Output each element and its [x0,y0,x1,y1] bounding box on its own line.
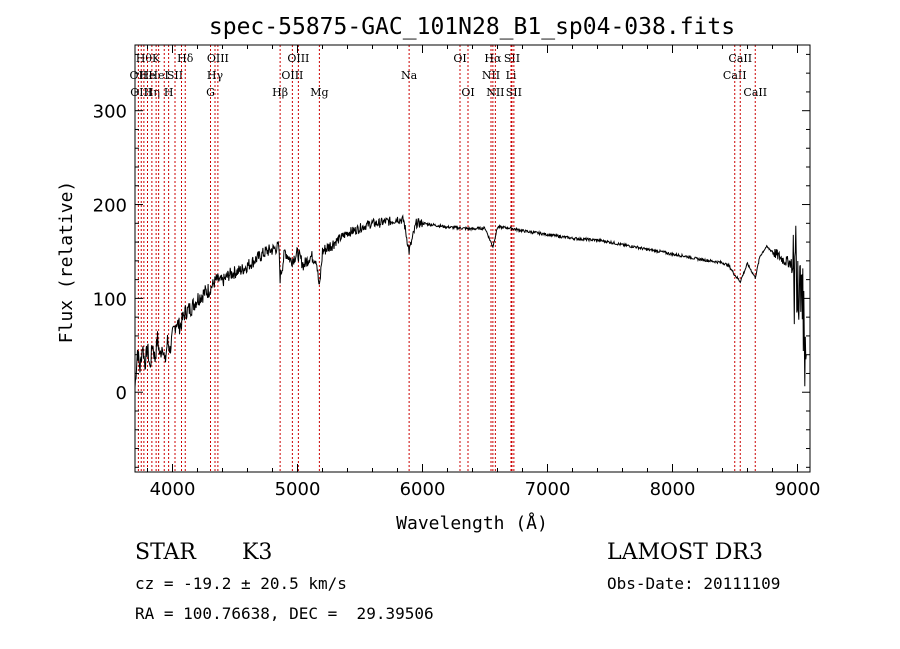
line-label-18: Mg [310,86,328,99]
chart-title: spec-55875-GAC_101N28_B1_sp04-038.fits [209,14,735,40]
coordinates: RA = 100.76638, DEC = 29.39506 [135,604,434,623]
y-axis-label: Flux (relative) [56,181,77,344]
x-tick-label-2: 6000 [400,479,446,500]
line-label-21: OI [461,86,474,99]
line-label-26: SII [504,52,520,65]
line-label-19: Na [401,69,418,82]
line-label-6: HeI [148,69,168,82]
y-tick-label-3: 300 [93,102,127,123]
obs-date: Obs-Date: 20111109 [607,574,781,593]
redshift-text: cz = -19.2 ± 20.5 km/s [135,574,347,593]
x-axis-label: Wavelength (Å) [396,512,548,534]
line-label-28: CaII [723,69,747,82]
line-label-9: SII [167,69,183,82]
line-label-30: CaII [743,86,767,99]
survey-name: LAMOST DR3 [607,540,763,565]
x-tick-label-1: 5000 [275,479,321,500]
axis-ticks: 4000 5000 6000 7000 8000 9000 0 100 200 300 [93,45,821,500]
line-label-17: OIII [287,52,309,65]
line-label-5: K [152,52,161,65]
line-label-29: CaII [728,52,752,65]
line-label-8: H [164,86,174,99]
y-tick-label-0: 0 [116,383,127,404]
object-class: STAR [135,540,196,565]
line-label-23: Hα [484,52,502,65]
x-tick-label-3: 7000 [525,479,571,500]
spectral-line-markers: OIIOIIIHθHeHηKHeIHSIIHδGHγOIIIHβOIIIOIII… [130,45,767,472]
line-label-0: OII [130,69,148,82]
line-label-13: Hγ [207,69,224,82]
line-label-1: OIII [130,86,152,99]
line-label-2: Hθ [136,52,153,65]
line-label-20: OI [453,52,466,65]
x-tick-label-4: 8000 [650,479,696,500]
object-subclass: K3 [242,540,273,565]
line-label-22: NII [482,69,500,82]
line-label-11: Hδ [177,52,194,65]
line-label-24: NII [486,86,504,99]
x-tick-label-5: 9000 [775,479,821,500]
line-label-14: OIII [207,52,229,65]
line-label-27: SII [506,86,522,99]
x-tick-label-0: 4000 [150,479,196,500]
line-label-4: Hη [144,86,160,99]
line-label-25: Li [506,69,517,82]
plot-frame [134,44,811,473]
spectrum-line [134,214,807,388]
y-tick-label-1: 100 [93,289,127,310]
line-label-16: OIII [281,69,303,82]
line-label-15: Hβ [272,86,288,99]
line-label-12: G [206,86,215,99]
y-tick-label-2: 200 [93,196,127,217]
